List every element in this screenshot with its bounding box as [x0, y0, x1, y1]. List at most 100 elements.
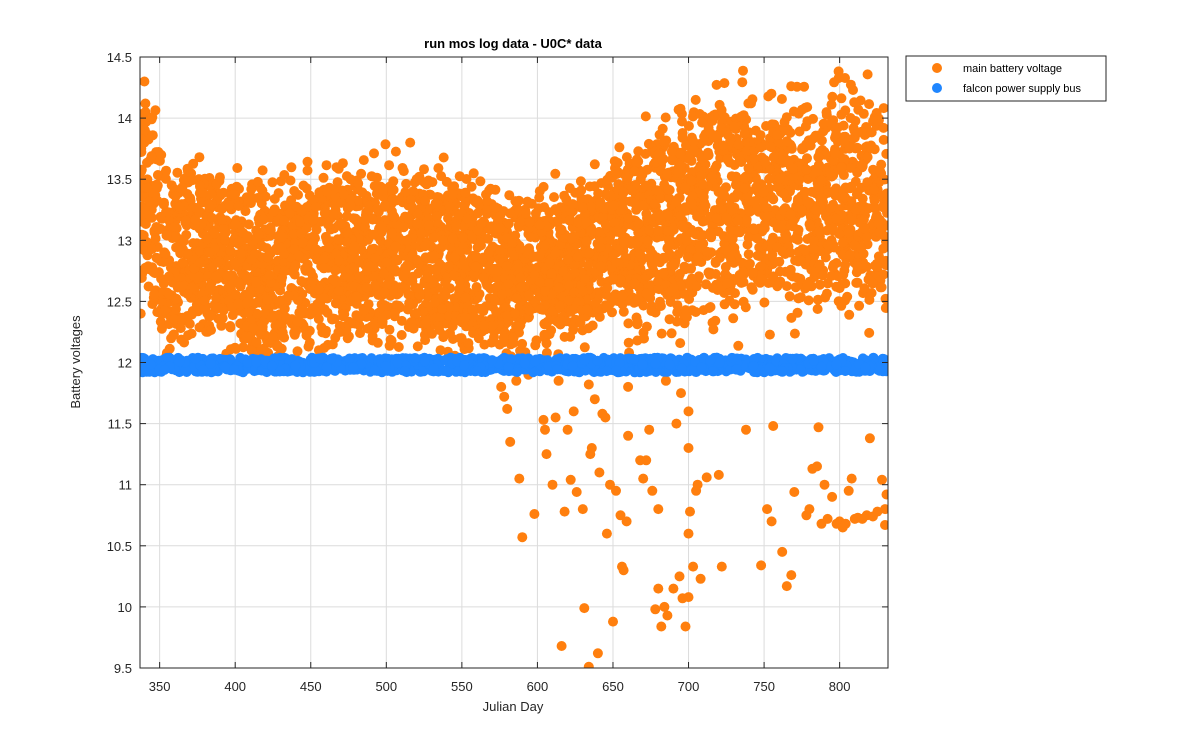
main-battery-point [203, 199, 214, 210]
main-battery-point [880, 255, 888, 266]
main-battery-point [497, 289, 508, 300]
main-battery-point [389, 212, 400, 222]
main-battery-point [714, 252, 725, 263]
main-battery-point [825, 203, 836, 214]
main-battery-point [476, 218, 486, 229]
main-battery-point [826, 271, 837, 281]
main-battery-point [822, 513, 833, 524]
main-battery-point [408, 323, 419, 334]
main-battery-point [199, 295, 210, 306]
main-battery-point [524, 305, 535, 316]
main-battery-point [641, 455, 652, 466]
main-battery-point [398, 271, 409, 282]
main-battery-point [785, 264, 796, 275]
main-battery-point [183, 166, 193, 177]
main-battery-point [723, 130, 734, 141]
main-battery-point [475, 176, 486, 187]
main-battery-point [151, 182, 162, 193]
main-battery-point [719, 299, 730, 310]
main-battery-point [673, 104, 684, 115]
main-battery-point [351, 291, 362, 302]
main-battery-point [505, 436, 516, 447]
main-battery-point [314, 187, 325, 198]
main-battery-point [780, 233, 791, 244]
main-battery-point [592, 648, 603, 659]
main-battery-point [362, 323, 373, 334]
main-battery-point [482, 203, 493, 214]
main-battery-point [654, 211, 665, 222]
main-battery-point [257, 321, 268, 332]
main-battery-point [345, 201, 356, 211]
main-battery-point [594, 467, 605, 478]
main-battery-point [233, 201, 244, 211]
main-battery-point [337, 218, 347, 229]
main-battery-point [351, 310, 362, 321]
main-battery-point [578, 202, 588, 213]
main-battery-point [722, 278, 733, 289]
main-battery-point [577, 504, 588, 515]
main-battery-point [800, 245, 811, 256]
main-battery-point [293, 250, 304, 261]
main-battery-point [387, 184, 398, 195]
main-battery-point [447, 234, 458, 244]
main-battery-point [814, 226, 825, 237]
main-battery-point [663, 226, 673, 237]
main-battery-point [242, 307, 253, 318]
main-battery-point [556, 224, 567, 235]
main-battery-point [729, 242, 740, 253]
main-battery-point [761, 121, 772, 131]
main-battery-point [523, 290, 534, 301]
main-battery-point [602, 283, 613, 293]
main-battery-point [697, 179, 708, 190]
main-battery-point [796, 255, 807, 266]
main-battery-point [640, 111, 651, 122]
main-battery-point [880, 303, 888, 313]
main-battery-point [713, 469, 724, 480]
main-battery-point [333, 285, 344, 296]
main-battery-point [757, 226, 768, 237]
main-battery-point [390, 264, 401, 275]
main-battery-point [823, 240, 834, 251]
main-battery-point [827, 91, 838, 102]
main-battery-point [407, 202, 418, 213]
main-battery-point [468, 168, 479, 179]
main-battery-point [741, 424, 751, 435]
main-battery-point [827, 223, 838, 234]
main-battery-point [371, 204, 382, 214]
main-battery-point [511, 375, 522, 386]
main-battery-point [692, 479, 703, 490]
main-battery-point [460, 292, 471, 303]
main-battery-point [804, 504, 815, 515]
main-battery-point [140, 76, 150, 87]
main-battery-point [246, 184, 257, 195]
main-battery-point [244, 289, 255, 300]
main-battery-point [668, 583, 679, 594]
main-battery-point [866, 127, 877, 138]
main-battery-point [277, 232, 288, 243]
main-battery-point [595, 197, 606, 208]
main-battery-point [773, 182, 784, 192]
main-battery-point [225, 344, 236, 355]
main-battery-point [869, 184, 880, 195]
main-battery-point [330, 265, 341, 276]
main-battery-point [788, 163, 799, 174]
main-battery-point [333, 327, 344, 338]
main-battery-point [363, 299, 374, 310]
main-battery-point [471, 251, 482, 262]
main-battery-point [143, 281, 154, 292]
main-battery-point [611, 257, 622, 268]
main-battery-point [210, 271, 221, 282]
main-battery-point [538, 181, 549, 192]
main-battery-point [470, 261, 481, 272]
main-battery-point [654, 129, 665, 140]
main-battery-point [449, 252, 460, 263]
main-battery-point [826, 99, 837, 110]
main-battery-point [188, 238, 199, 249]
main-battery-point [590, 297, 601, 308]
main-battery-point [206, 189, 217, 200]
main-battery-point [305, 267, 316, 278]
main-battery-point [843, 485, 854, 496]
main-battery-point [789, 328, 800, 339]
main-battery-point [877, 474, 887, 485]
main-battery-point [736, 111, 746, 122]
